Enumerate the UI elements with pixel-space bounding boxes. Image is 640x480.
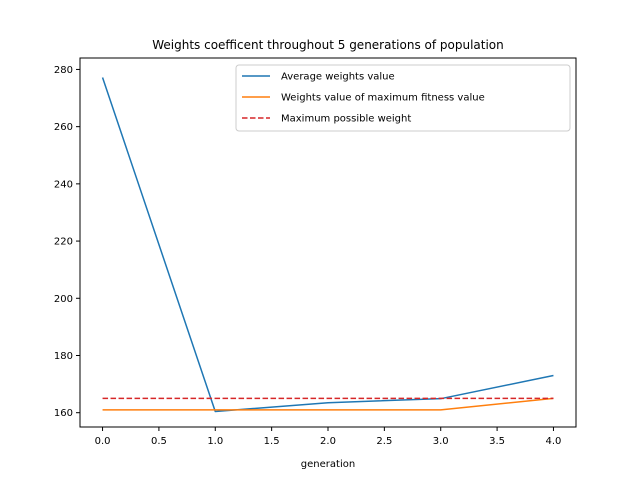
legend-label-3: Maximum possible weight [281, 114, 411, 125]
x-tick-label: 0.5 [151, 436, 167, 447]
x-tick-label: 3.5 [489, 436, 505, 447]
y-tick-label: 180 [54, 351, 73, 362]
legend: Average weights value Weights value of ma… [235, 64, 571, 132]
y-tick-label: 280 [54, 65, 73, 76]
x-axis-title: generation [301, 459, 355, 470]
x-tick-label: 1.0 [207, 436, 223, 447]
legend-label-1: Average weights value [281, 72, 395, 83]
y-tick-label: 240 [54, 179, 73, 190]
y-axis: 160 180 200 220 240 260 280 [54, 65, 80, 419]
x-tick-label: 1.5 [264, 436, 280, 447]
y-tick-label: 160 [54, 408, 73, 419]
legend-label-2: Weights value of maximum fitness value [281, 93, 485, 104]
plot-area [101, 77, 554, 413]
series-line-1 [101, 77, 554, 413]
series-line-2 [102, 397, 554, 411]
x-tick-label: 4.0 [546, 436, 562, 447]
chart-title: Weights coefficent throughout 5 generati… [152, 38, 504, 52]
x-axis: 0.0 0.5 1.0 1.5 2.0 2.5 3.0 3.5 4.0 [95, 427, 562, 447]
y-tick-label: 220 [54, 237, 73, 248]
legend-box [235, 64, 571, 132]
x-tick-label: 3.0 [433, 436, 449, 447]
x-tick-label: 0.0 [95, 436, 111, 447]
y-tick-label: 260 [54, 122, 73, 133]
y-tick-label: 200 [54, 294, 73, 305]
x-tick-label: 2.0 [320, 436, 336, 447]
x-tick-label: 2.5 [376, 436, 392, 447]
